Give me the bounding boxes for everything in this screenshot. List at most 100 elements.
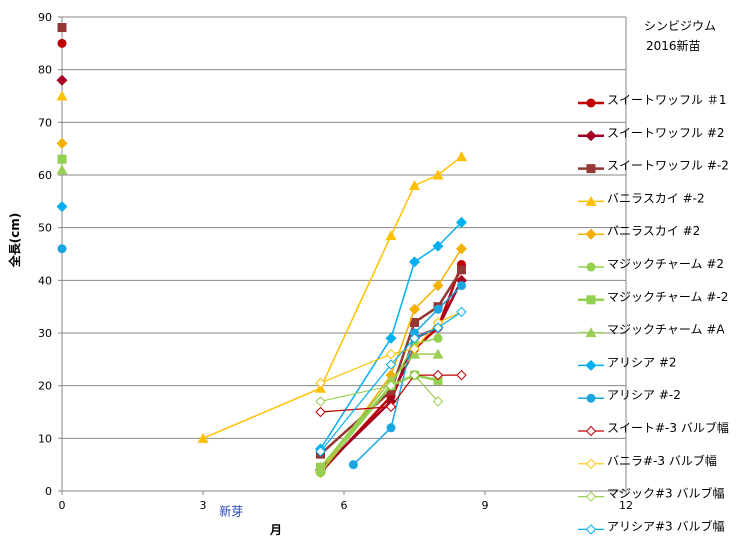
- data-point: [410, 328, 419, 338]
- annotations: 新芽: [219, 503, 243, 518]
- series-3: [56, 90, 467, 443]
- x-tick-label: 0: [59, 499, 66, 512]
- x-tick-label: 3: [200, 499, 207, 512]
- data-point: [409, 256, 420, 268]
- legend: スイートワッフル ＃1 スイートワッフル #2 スイートワッフル #-2 バニラスカイ…: [578, 93, 729, 535]
- legend-label: マジックチャーム #A: [607, 323, 725, 337]
- legend-label: アリシア#3 バルブ幅: [607, 518, 725, 533]
- legend-item-1: スイートワッフル #2: [578, 126, 725, 142]
- data-point: [433, 375, 443, 385]
- data-point: [385, 359, 397, 370]
- series-13: [315, 306, 467, 457]
- y-axis-title: 全長(cm): [7, 213, 22, 269]
- series-line: [320, 374, 439, 403]
- legend-item-10: スイート#-3 バルブ幅: [578, 420, 729, 437]
- data-point: [385, 374, 397, 385]
- y-tick-label: 90: [38, 11, 52, 24]
- initial-data-point: [56, 90, 68, 101]
- legend-label: バニラスカイ #-2: [607, 191, 705, 205]
- data-point: [410, 317, 419, 327]
- data-point: [385, 332, 397, 344]
- series-line: [319, 353, 438, 468]
- data-point: [315, 396, 326, 407]
- legend-item-0: スイートワッフル ＃1: [578, 93, 726, 108]
- initial-data-point: [56, 137, 68, 149]
- legend-marker: [586, 393, 596, 403]
- legend-marker: [586, 98, 596, 108]
- gridlines: [62, 16, 626, 439]
- x-tick-label: 6: [341, 499, 348, 512]
- data-point: [432, 396, 444, 407]
- data-point: [456, 369, 467, 381]
- legend-marker: [586, 164, 596, 174]
- legend-marker: [585, 327, 597, 338]
- legend-label: アリシア #2: [607, 355, 677, 369]
- data-point: [409, 369, 420, 381]
- data-point: [432, 169, 444, 180]
- y-tick-label: 40: [38, 274, 52, 287]
- data-point: [315, 377, 326, 389]
- legend-marker: [585, 130, 597, 142]
- legend-label: バニラ#-3 バルブ幅: [607, 453, 717, 468]
- data-point: [457, 281, 466, 291]
- legend-label: スイートワッフル ＃1: [607, 93, 726, 107]
- series-8: [56, 201, 467, 455]
- data-point: [385, 380, 397, 391]
- legend-marker: [585, 425, 597, 437]
- series-12: [315, 369, 444, 407]
- series-line: [202, 155, 462, 440]
- data-point: [386, 423, 396, 433]
- data-point: [348, 460, 358, 470]
- annotation-label: 新芽: [219, 503, 243, 518]
- legend-item-12: マジック#3 バルブ幅: [578, 486, 725, 502]
- x-axis-title: 月: [269, 523, 282, 537]
- legend-item-11: バニラ#-3 バルブ幅: [578, 453, 717, 470]
- legend-marker: [585, 491, 597, 502]
- data-point: [432, 348, 444, 359]
- series-9: [57, 244, 466, 470]
- legend-item-7: マジックチャーム #A: [578, 323, 725, 338]
- initial-data-point: [57, 154, 67, 164]
- initial-data-point: [57, 23, 67, 33]
- tick-labels: 0 10 20 30 40 50 60 70 80 90 0 3 6 9 12: [38, 11, 633, 512]
- legend-marker: [586, 262, 596, 272]
- y-tick-label: 30: [38, 327, 52, 340]
- data-point: [409, 333, 420, 344]
- legend-label: アリシア #-2: [607, 388, 681, 402]
- chart-title-line-1: シンビジウム: [644, 19, 716, 33]
- data-point: [197, 432, 209, 443]
- legend-item-5: マジックチャーム #2: [578, 257, 724, 272]
- legend-label: スイートワッフル #2: [607, 126, 725, 140]
- data-point: [457, 265, 466, 275]
- data-point: [315, 461, 326, 472]
- legend-label: マジックチャーム #-2: [607, 290, 728, 304]
- initial-data-point: [57, 244, 67, 254]
- legend-label: マジック#3 バルブ幅: [607, 486, 725, 501]
- chart-title-line-2: 2016新苗: [646, 38, 701, 53]
- data-point: [409, 343, 420, 355]
- legend-marker: [586, 295, 596, 305]
- legend-item-8: アリシア #2: [578, 355, 677, 371]
- series-layer: [56, 23, 467, 479]
- initial-data-point: [56, 74, 68, 86]
- legend-marker: [585, 228, 597, 240]
- y-tick-label: 20: [38, 380, 52, 393]
- y-tick-label: 80: [38, 64, 52, 77]
- legend-marker: [585, 458, 597, 470]
- initial-data-point: [57, 38, 67, 48]
- data-point: [385, 401, 397, 412]
- legend-item-2: スイートワッフル #-2: [578, 159, 729, 174]
- x-tick-label: 12: [619, 499, 633, 512]
- legend-marker: [585, 524, 597, 535]
- data-point: [456, 151, 467, 162]
- data-point: [432, 280, 444, 292]
- initial-data-point: [56, 164, 68, 175]
- data-point: [456, 306, 467, 318]
- x-tick-label: 9: [482, 499, 489, 512]
- legend-label: マジックチャーム #2: [607, 257, 724, 271]
- initial-data-point: [56, 201, 68, 213]
- data-point: [385, 230, 397, 241]
- data-point: [386, 386, 396, 396]
- legend-item-13: アリシア#3 バルブ幅: [578, 518, 725, 535]
